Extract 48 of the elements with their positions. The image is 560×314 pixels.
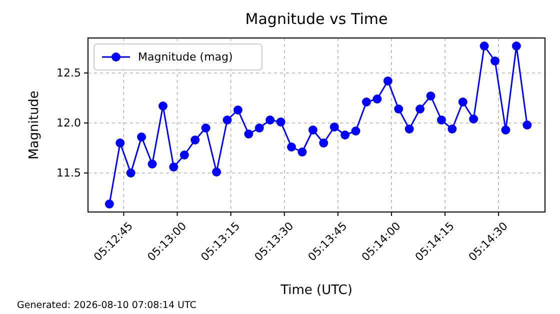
point (469, 114, 478, 124)
point (180, 150, 189, 160)
point (169, 162, 178, 172)
point (266, 116, 275, 124)
point (362, 98, 371, 106)
point (190, 136, 200, 144)
point (330, 122, 339, 132)
chart-title: Magnitude vs Time (245, 10, 388, 28)
point (351, 126, 360, 136)
point (394, 104, 404, 114)
point (404, 124, 414, 134)
point (158, 102, 168, 110)
point (298, 148, 307, 156)
point (340, 130, 350, 140)
y-tick-label: 12.5 (56, 66, 81, 80)
point (480, 42, 489, 50)
point (426, 92, 436, 100)
point (287, 142, 296, 152)
text: Generated: 2026-08-10 07:08:14 UTC (17, 300, 197, 311)
y-axis-title: Magnitude (27, 90, 42, 160)
point (233, 106, 242, 114)
point (501, 126, 510, 134)
y-tick-label: 12.0 (56, 116, 81, 130)
point (458, 98, 468, 106)
point (254, 124, 264, 132)
point (148, 160, 157, 168)
point (116, 138, 125, 148)
point (522, 120, 532, 130)
point (490, 56, 500, 66)
legend-label: Magnitude (mag) (138, 50, 233, 64)
point (416, 104, 425, 114)
point (201, 124, 210, 132)
point (512, 42, 521, 50)
point (383, 76, 392, 86)
x-axis-title: Time (UTC) (280, 283, 352, 298)
point (319, 138, 328, 148)
point (212, 168, 222, 176)
point (372, 94, 382, 104)
point (308, 126, 318, 134)
y-tick-label: 11.5 (56, 166, 81, 180)
point (137, 132, 146, 142)
point (448, 124, 457, 134)
point (104, 200, 114, 208)
point (436, 116, 446, 124)
point (126, 168, 136, 178)
point (222, 116, 232, 124)
point (276, 118, 286, 126)
point (244, 130, 254, 138)
